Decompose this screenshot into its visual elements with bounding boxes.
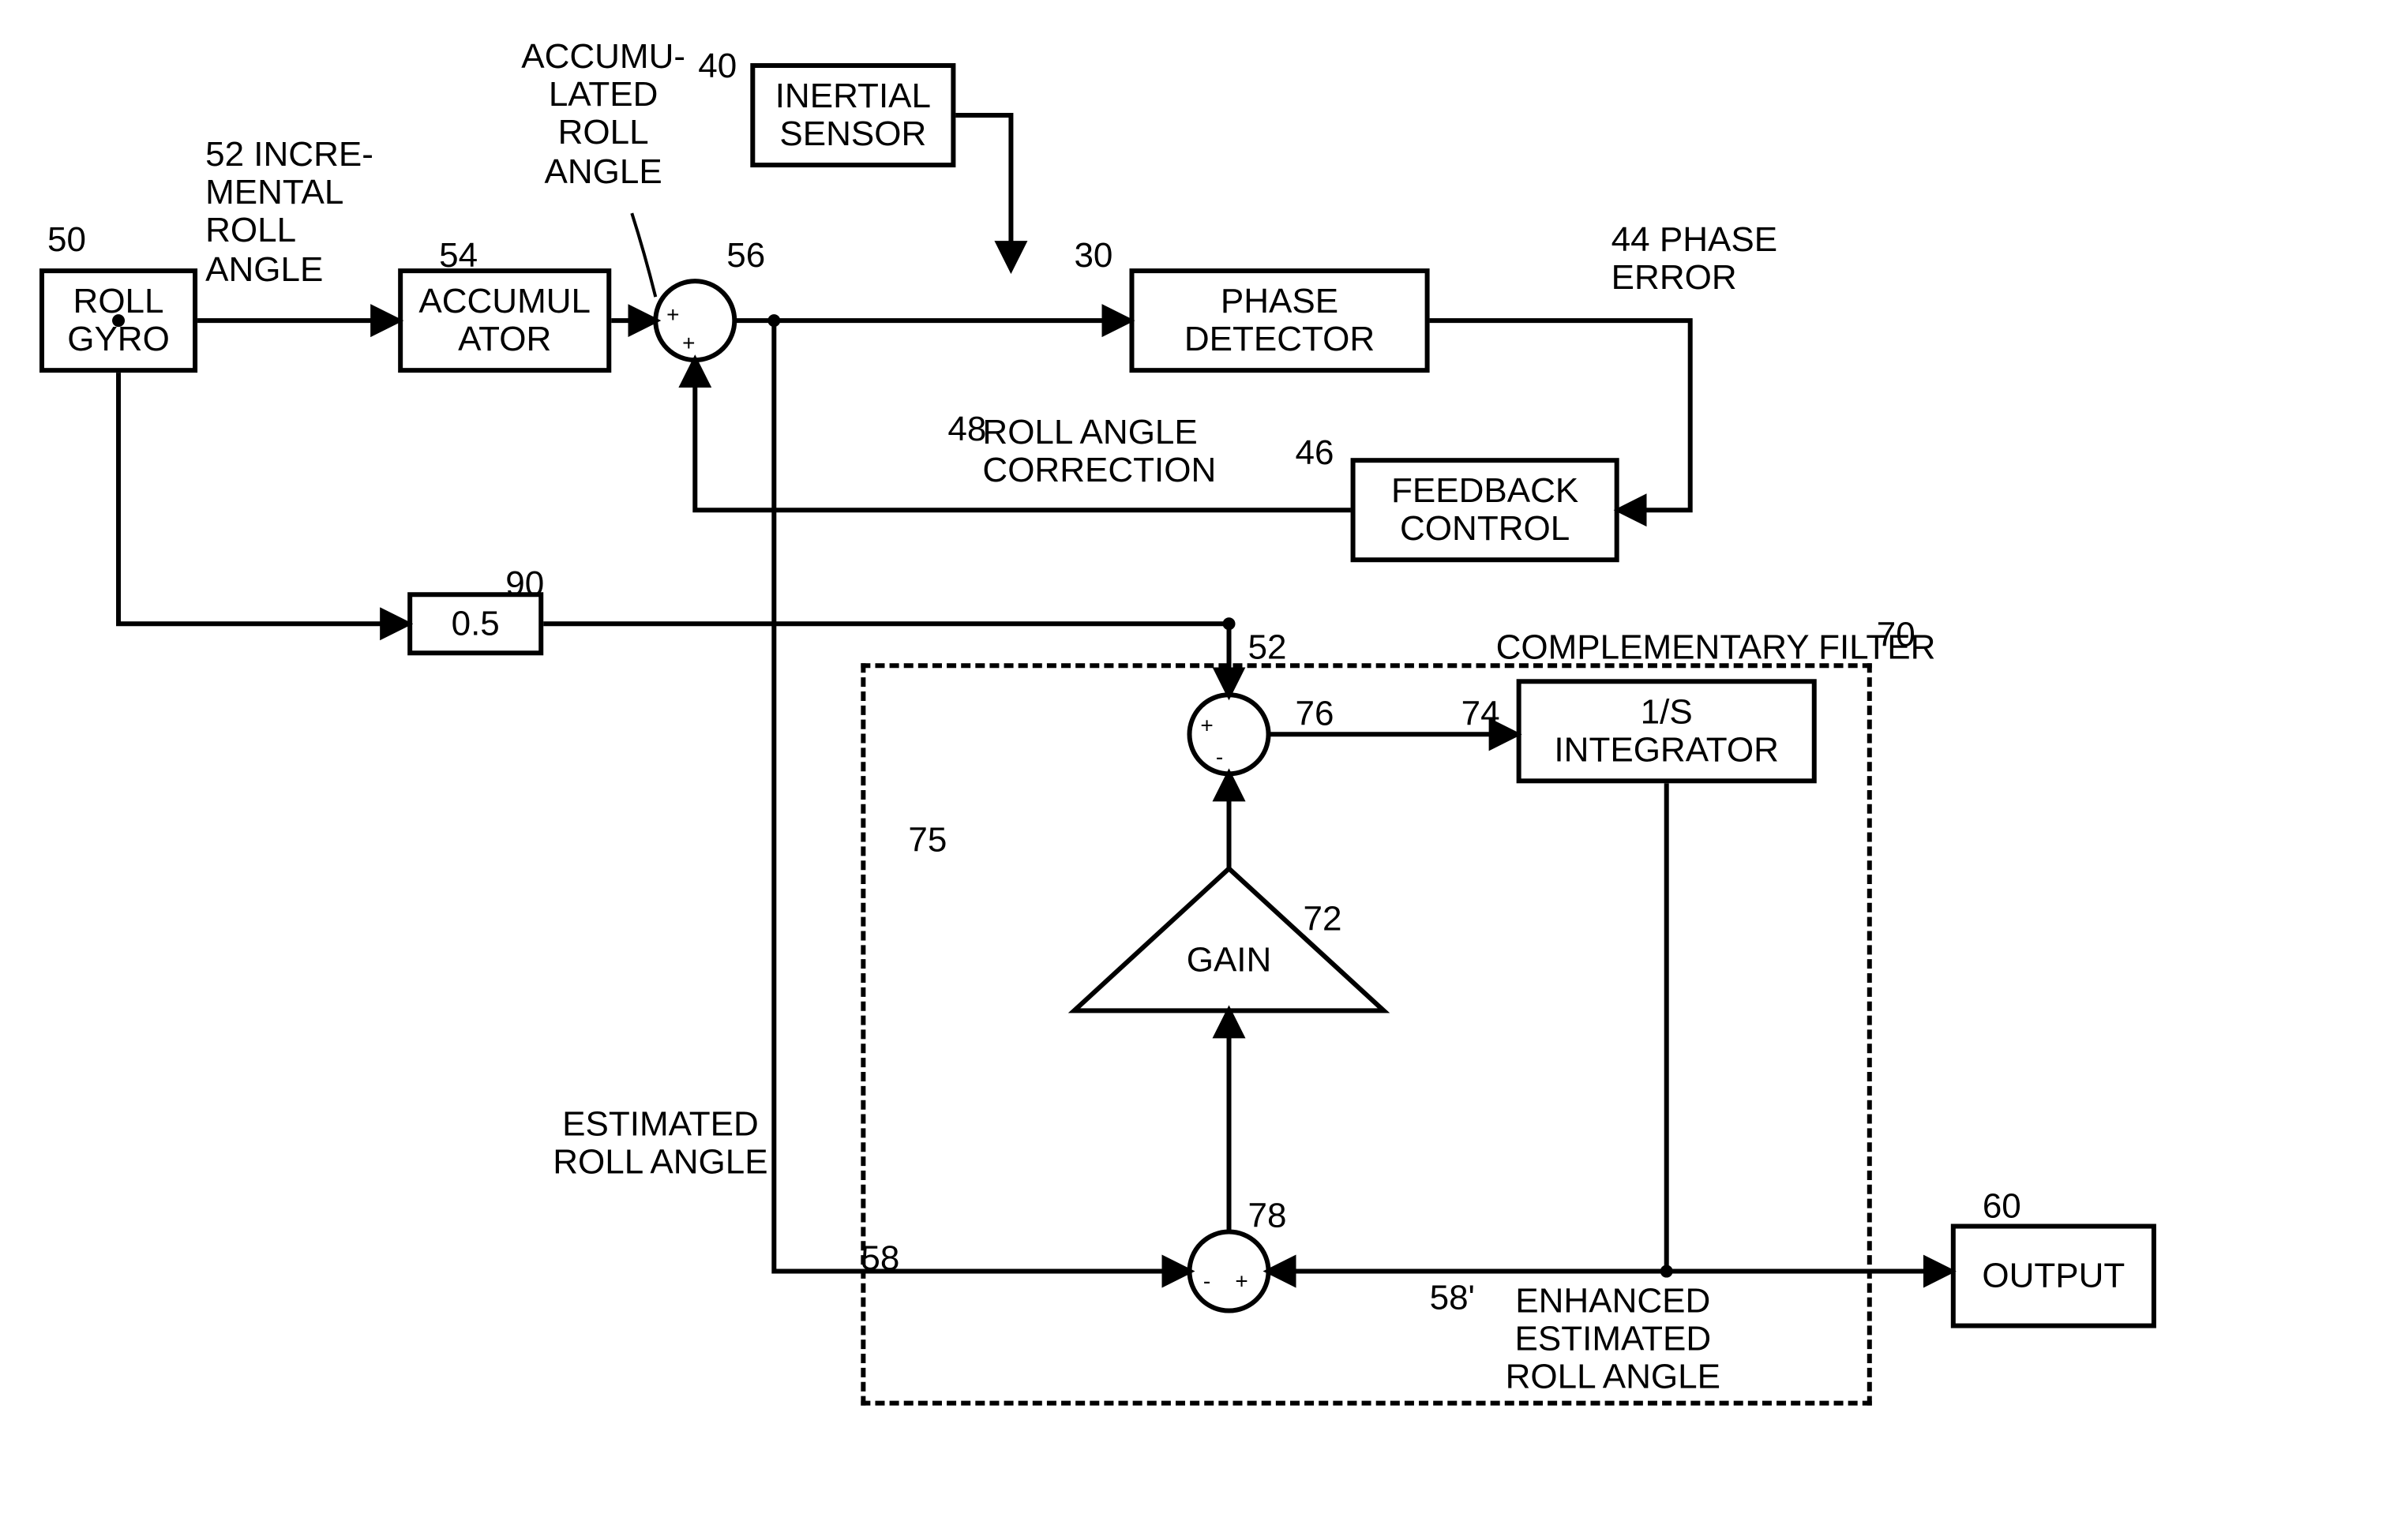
summer-sign: + [682,331,695,355]
block-roll_gyro: ROLLGYRO [39,268,197,373]
label-rac: ROLL ANGLECORRECTION [982,414,1216,490]
summer-sign: + [666,302,679,327]
label-n78: 78 [1248,1197,1287,1235]
label-n72: 72 [1304,900,1342,938]
label-n52b: 52 [1248,628,1287,666]
label-n76: 76 [1296,695,1334,733]
label-era: ESTIMATEDROLL ANGLE [553,1105,767,1182]
label-n50: 50 [47,221,86,259]
label-n48: 48 [947,410,986,448]
junction-dot [767,314,780,327]
label-n56: 56 [726,237,765,275]
label-accum_roll: ACCUMU-LATEDROLLANGLE [521,38,685,191]
arrow-inertial-to-pd [955,115,1011,268]
arrow-gyro-down-to-05 [118,373,407,624]
block-phase_detector: PHASEDETECTOR [1129,268,1429,373]
label-n75: 75 [908,821,947,859]
label-n90: 90 [505,565,544,603]
label-cf: COMPLEMENTARY FILTER [1496,628,1936,666]
label-n30: 30 [1074,237,1112,275]
label-n40: 40 [698,47,737,85]
label-n54: 54 [439,237,478,275]
junction-dot [1223,617,1236,630]
block-accumulator: ACCUMULATOR [398,268,611,373]
block-inertial_sensor: INERTIALSENSOR [750,63,955,167]
label-n74: 74 [1461,695,1500,733]
label-n70: 70 [1877,616,1915,654]
block-feedback_ctrl: FEEDBACKCONTROL [1351,458,1619,562]
label-eera: ENHANCED ESTIMATEDROLL ANGLE [1506,1283,1720,1397]
label-n58: 58 [861,1240,899,1278]
label-n46: 46 [1296,434,1334,472]
block-output: OUTPUT [1951,1224,2156,1328]
label-n60: 60 [1983,1187,2021,1225]
summer-s56 [655,281,734,360]
label-n58p: 58' [1430,1280,1475,1317]
pointer-accum-angle [632,213,655,297]
label-n52a: 52 INCRE- MENTAL ROLL ANGLE [205,136,373,289]
label-n44: 44 PHASE ERROR [1611,221,1777,298]
